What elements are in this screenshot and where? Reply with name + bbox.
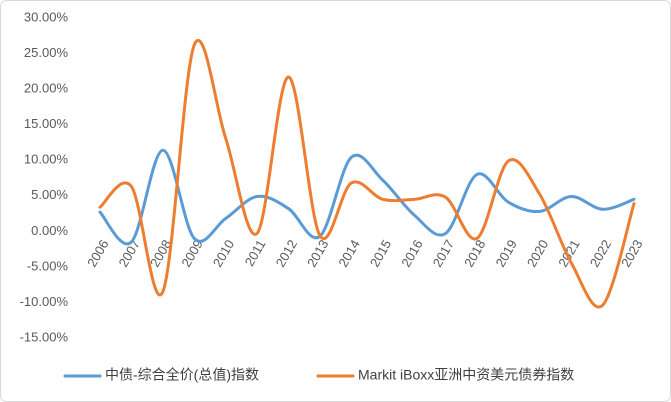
- y-tick-label: 10.00%: [24, 152, 69, 167]
- y-tick-label: -15.00%: [20, 329, 69, 344]
- y-tick-label: 5.00%: [31, 187, 68, 202]
- y-tick-label: 20.00%: [24, 81, 69, 96]
- y-tick-label: 30.00%: [24, 9, 69, 24]
- data-line: [98, 148, 636, 246]
- y-tick-label: -5.00%: [27, 258, 69, 273]
- y-tick-label: -10.00%: [20, 294, 69, 309]
- legend-label: 中债-综合全价(总值)指数: [105, 367, 259, 383]
- y-tick-label: 15.00%: [24, 116, 69, 131]
- data-line: [98, 39, 636, 309]
- legend-label: Markit iBoxx亚洲中资美元债券指数: [358, 367, 574, 383]
- y-tick-label: 0.00%: [31, 223, 68, 238]
- y-tick-label: 25.00%: [24, 45, 69, 60]
- legend: 中债-综合全价(总值)指数 Markit iBoxx亚洲中资美元债券指数: [63, 367, 574, 383]
